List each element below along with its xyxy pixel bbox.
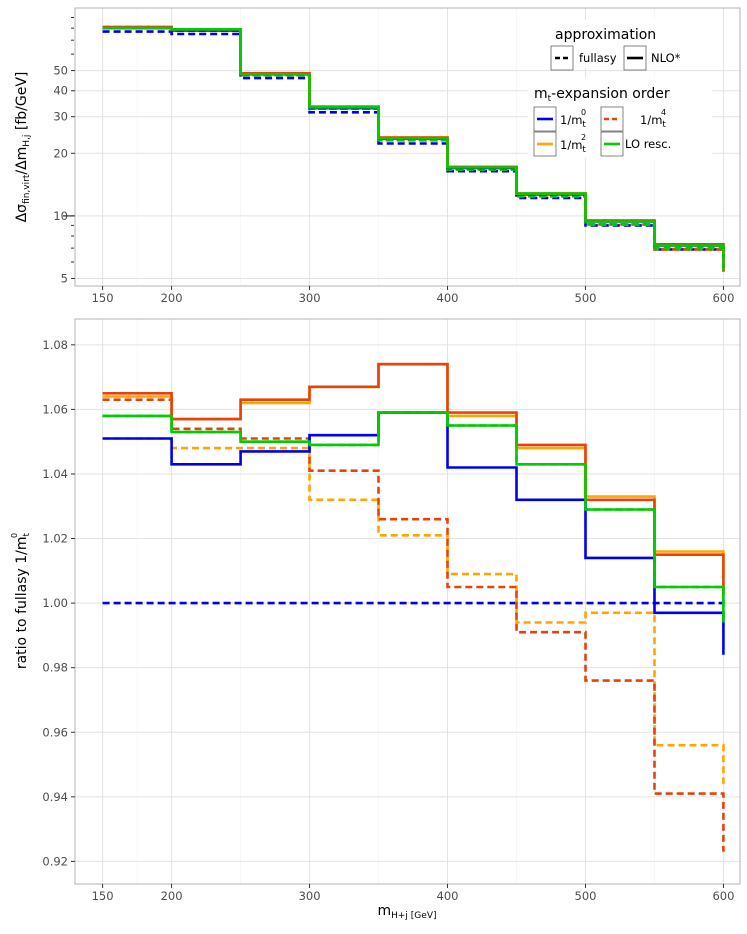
legend-mt-expansion: mt-expansion order 1/mt0 1/mt4 1/mt2 LO …: [528, 78, 712, 158]
y-tick-label: 1.02: [42, 532, 68, 546]
bottom-panel: 0.92 0.94 0.96 0.98 1.00 1.02 1.04 1.06 1.08 150…: [10, 318, 741, 921]
y-tick-label: 20: [53, 146, 68, 160]
x-tick-label: 500: [575, 889, 597, 903]
legend-label-mt2: 1/mt2: [560, 133, 586, 155]
y-tick-label: 30: [53, 110, 68, 124]
x-axis-title: mH+j [GeV]: [377, 903, 436, 921]
x-tick-label: 400: [437, 291, 459, 305]
bottom-panel-border: [74, 318, 741, 885]
x-tick-label: 300: [299, 291, 321, 305]
y-tick-label: 50: [53, 64, 68, 78]
legend-approximation: approximation fullasy NLO*: [540, 20, 710, 71]
y-tick-label: 5: [61, 271, 68, 285]
y-tick-label: 0.94: [42, 790, 68, 804]
legend-label-mt4: 1/mt4: [640, 108, 666, 130]
legend-approximation-title: approximation: [555, 27, 656, 43]
x-tick-label: 200: [161, 291, 183, 305]
y-tick-label: 0.96: [42, 725, 68, 739]
legend-label-fullasy: fullasy: [579, 51, 617, 65]
top-panel: 5 10 20 30 40 50 150 200 300 400 500 600 Δσfin,vir…: [14, 7, 741, 305]
x-tick-label: 200: [161, 889, 183, 903]
series-line-mt4-nlo: [102, 362, 725, 594]
y-tick-label: 1.08: [42, 338, 68, 352]
series-line-mt4-fullasy: [102, 398, 725, 852]
y-tick-label: 1.06: [42, 402, 68, 416]
y-tick-label: 0.92: [42, 854, 68, 868]
legend-label-nlo: NLO*: [651, 51, 681, 65]
legend-label-mt0: 1/mt0: [560, 108, 586, 130]
series-line-lo-nlo: [102, 26, 725, 268]
x-tick-label: 400: [437, 889, 459, 903]
x-tick-label: 600: [712, 291, 734, 305]
top-panel-border: [74, 7, 741, 287]
bottom-y-axis-title: ratio to fullasy 1/mt0: [10, 532, 32, 669]
y-tick-label: 1.04: [42, 467, 68, 481]
series-line-lo-nlo: [102, 411, 725, 623]
legend-key-fullasy: [550, 45, 574, 71]
x-tick-label: 600: [712, 889, 734, 903]
y-tick-label: 10: [53, 209, 68, 223]
x-tick-label: 500: [575, 291, 597, 305]
legend-label-lo: LO resc.: [625, 137, 671, 151]
y-tick-label: 40: [53, 84, 68, 98]
legend-mt-expansion-title: mt-expansion order: [534, 86, 670, 104]
y-tick-label: 1.00: [42, 596, 68, 610]
top-y-axis-title: Δσfin,virt/ΔmH,j [fb/GeV]: [14, 72, 32, 223]
x-tick-label: 150: [92, 889, 114, 903]
series-line-mt2-fullasy: [102, 437, 725, 784]
bottom-panel-bg: [75, 319, 740, 884]
x-tick-label: 300: [299, 889, 321, 903]
y-tick-label: 0.98: [42, 661, 68, 675]
x-tick-label: 150: [92, 291, 114, 305]
